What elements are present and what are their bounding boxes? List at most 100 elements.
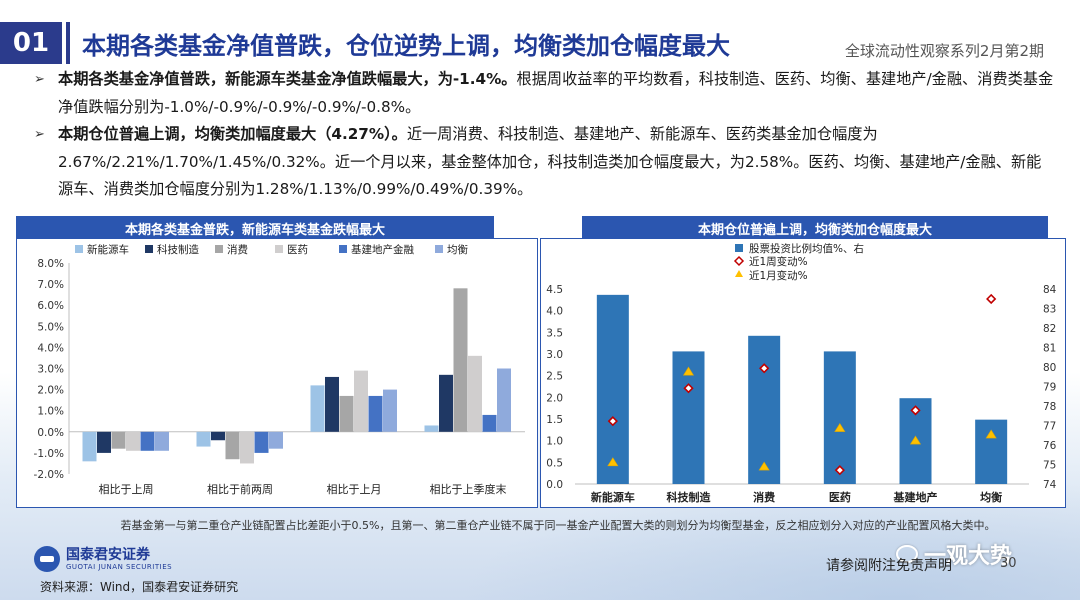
y-tick-label: 2.0% — [37, 385, 64, 397]
left-tick-label: 3.5 — [546, 327, 563, 339]
bullet-item: ➢ 本期各类基金净值普跌，新能源车类基金净值跌幅最大，为-1.4%。根据周收益率… — [34, 66, 1054, 121]
bullet-text: 近一周消费、科技制造、基建地产、新能源车、医药类基金加仓幅度为2.67%/2.2… — [58, 125, 1042, 198]
legend-swatch — [275, 245, 283, 253]
left-tick-label: 2.0 — [546, 392, 563, 404]
x-category-label: 新能源车 — [591, 490, 635, 504]
bar — [325, 376, 339, 432]
marker-1m — [834, 422, 846, 432]
bar — [823, 351, 856, 484]
bar — [126, 431, 140, 451]
bar — [439, 374, 453, 432]
bar — [468, 355, 482, 432]
watermark: 一观大势 — [896, 538, 1012, 570]
bar — [82, 431, 97, 462]
x-category-label: 均衡 — [980, 490, 1002, 504]
y-tick-label: 5.0% — [37, 321, 64, 333]
legend-swatch — [215, 245, 223, 253]
left-tick-label: 2.5 — [546, 371, 563, 383]
bar — [111, 431, 126, 449]
right-tick-label: 77 — [1043, 421, 1056, 433]
watermark-text: 一观大势 — [924, 544, 1013, 569]
left-tick-label: 0.0 — [546, 479, 563, 491]
y-tick-label: 6.0% — [37, 300, 64, 312]
legend-swatch — [145, 245, 153, 253]
bar — [339, 395, 354, 432]
bar — [354, 370, 368, 432]
marker-1w — [759, 363, 770, 374]
marker-1m — [985, 429, 997, 439]
legend-label: 近1周变动% — [749, 255, 808, 268]
legend-swatch — [435, 245, 443, 253]
y-tick-label: 0.0% — [37, 427, 64, 439]
marker-1m — [682, 366, 695, 376]
marker-1w — [834, 465, 845, 476]
section-divider — [66, 22, 70, 64]
legend-label: 均衡 — [447, 244, 468, 256]
summary-bullets: ➢ 本期各类基金净值普跌，新能源车类基金净值跌幅最大，为-1.4%。根据周收益率… — [34, 66, 1054, 204]
bar — [240, 431, 254, 464]
right-tick-label: 76 — [1043, 440, 1057, 452]
left-tick-label: 4.0 — [546, 306, 563, 318]
legend-swatch — [735, 244, 743, 252]
bullet-item: ➢ 本期仓位普遍上调，均衡类加幅度最大（4.27%）。近一周消费、科技制造、基建… — [34, 121, 1054, 204]
bar — [97, 431, 111, 453]
logo-name-en: GUOTAI JUNAN SECURITIES — [66, 563, 173, 571]
y-tick-label: 1.0% — [37, 406, 64, 418]
y-tick-label: -2.0% — [34, 469, 64, 481]
left-tick-label: 4.5 — [546, 284, 563, 296]
section-number: 01 — [0, 22, 62, 64]
bar — [368, 395, 383, 432]
marker-1m — [909, 435, 922, 445]
page-title: 本期各类基金净值普跌，仓位逆势上调，均衡类加仓幅度最大 — [82, 32, 730, 60]
right-tick-label: 84 — [1043, 284, 1057, 296]
legend-swatch — [339, 245, 347, 253]
right-tick-label: 82 — [1043, 323, 1056, 335]
arrow-icon: ➢ — [34, 127, 45, 142]
y-tick-label: 7.0% — [37, 279, 64, 291]
y-tick-label: 4.0% — [37, 342, 64, 354]
marker-1w — [910, 405, 921, 416]
disclaimer-link[interactable]: 请参阅附注免责声明 — [826, 558, 952, 574]
legend-label: 近1月变动% — [749, 269, 808, 282]
legend-label: 科技制造 — [157, 243, 199, 256]
left-tick-label: 3.0 — [546, 349, 563, 361]
bullet-bold: 本期仓位普遍上调，均衡类加幅度最大（4.27%）。 — [58, 125, 407, 143]
right-tick-label: 80 — [1043, 362, 1056, 374]
bar — [748, 335, 781, 484]
left-tick-label: 0.5 — [546, 457, 563, 469]
bar — [254, 431, 269, 453]
left-chart-svg: 新能源车 科技制造 消费 医药 基建地产金融 均衡 8.0% 7.0% 6.0% 5.0% 4.0%… — [34, 243, 525, 496]
bar — [140, 431, 155, 451]
y-tick-label: 8.0% — [37, 258, 64, 270]
company-logo: 国泰君安证券 GUOTAI JUNAN SECURITIES — [34, 546, 172, 572]
bar — [225, 431, 240, 460]
bar — [424, 425, 439, 432]
marker-1m — [607, 457, 619, 467]
wechat-icon — [896, 545, 918, 563]
x-category-label: 相比于上季度末 — [430, 482, 507, 496]
right-tick-label: 79 — [1043, 382, 1056, 394]
bar — [596, 294, 629, 484]
legend-label: 新能源车 — [87, 243, 129, 256]
bar — [310, 385, 325, 432]
source-note: 资料来源：Wind，国泰君安证券研究 — [40, 580, 239, 594]
right-tick-label: 81 — [1043, 343, 1056, 355]
x-category-label: 相比于上周 — [99, 483, 154, 496]
right-tick-label: 75 — [1043, 460, 1056, 472]
marker-1w — [683, 383, 694, 394]
page-number: 30 — [1000, 556, 1017, 571]
x-category-label: 消费 — [753, 490, 775, 504]
marker-1m — [758, 461, 770, 471]
x-category-label: 医药 — [829, 490, 851, 504]
left-tick-label: 1.5 — [546, 414, 563, 426]
bullet-bold: 本期各类基金净值普跌，新能源车类基金净值跌幅最大，为-1.4%。 — [58, 70, 517, 88]
legend-label: 股票投资比例均值%、右 — [749, 242, 864, 255]
legend-swatch — [735, 270, 743, 277]
bar — [383, 389, 397, 432]
legend-label: 医药 — [287, 244, 308, 256]
y-tick-label: -1.0% — [34, 448, 64, 460]
bar — [497, 368, 511, 432]
bar — [211, 431, 225, 441]
right-tick-label: 83 — [1043, 304, 1056, 316]
